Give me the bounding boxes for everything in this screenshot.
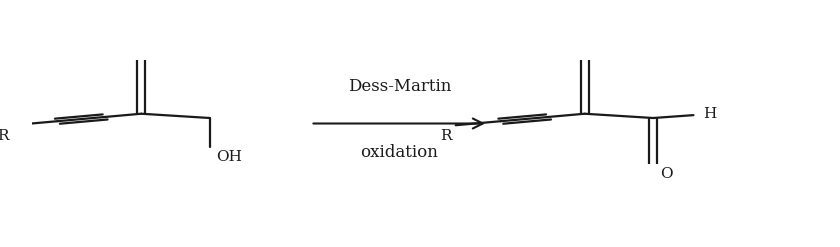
- Text: oxidation: oxidation: [360, 144, 438, 161]
- Text: R: R: [0, 129, 8, 143]
- Text: Dess-Martin: Dess-Martin: [348, 78, 451, 95]
- Text: O: O: [659, 167, 672, 181]
- Text: OH: OH: [216, 150, 242, 164]
- Text: R: R: [440, 129, 452, 143]
- Text: H: H: [703, 107, 717, 121]
